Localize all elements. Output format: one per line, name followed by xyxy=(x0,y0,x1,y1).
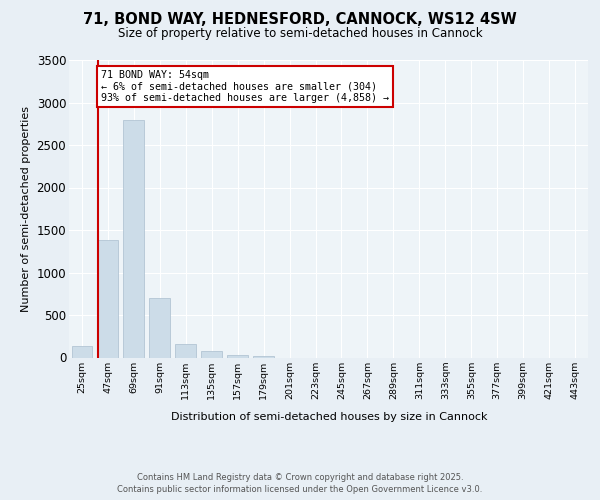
Bar xyxy=(202,350,222,358)
Bar xyxy=(124,120,144,358)
Bar xyxy=(149,298,170,358)
Text: Size of property relative to semi-detached houses in Cannock: Size of property relative to semi-detach… xyxy=(118,28,482,40)
Bar xyxy=(175,344,196,358)
Bar xyxy=(98,240,118,358)
Text: Contains HM Land Registry data © Crown copyright and database right 2025.
Contai: Contains HM Land Registry data © Crown c… xyxy=(118,472,482,494)
Bar xyxy=(71,346,92,358)
Text: 71, BOND WAY, HEDNESFORD, CANNOCK, WS12 4SW: 71, BOND WAY, HEDNESFORD, CANNOCK, WS12 … xyxy=(83,12,517,28)
Bar xyxy=(227,355,248,358)
Y-axis label: Number of semi-detached properties: Number of semi-detached properties xyxy=(21,106,31,312)
Text: 71 BOND WAY: 54sqm
← 6% of semi-detached houses are smaller (304)
93% of semi-de: 71 BOND WAY: 54sqm ← 6% of semi-detached… xyxy=(101,70,389,103)
Text: Distribution of semi-detached houses by size in Cannock: Distribution of semi-detached houses by … xyxy=(170,412,487,422)
Bar xyxy=(253,356,274,358)
